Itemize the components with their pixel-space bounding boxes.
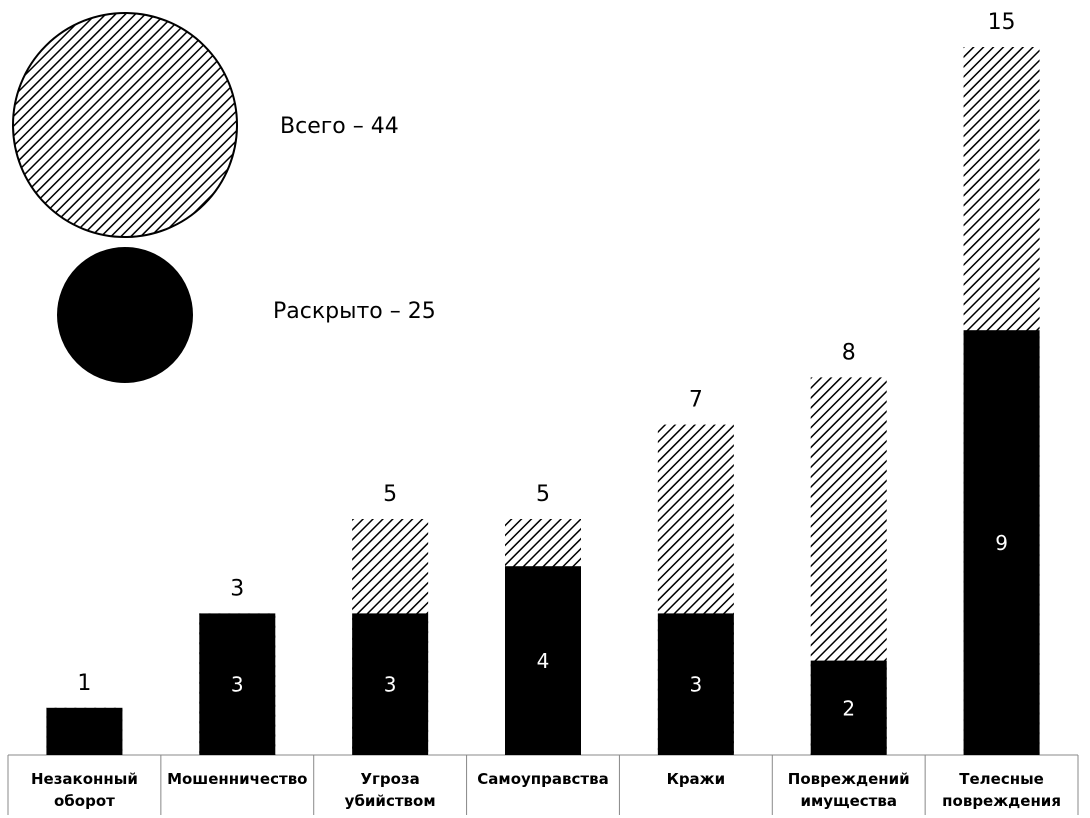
legend-swatch: [57, 247, 193, 383]
value-label: 3: [689, 673, 702, 697]
x-tick-label: Мошенничество: [167, 770, 308, 788]
bar: [657, 613, 734, 755]
bar: [46, 707, 123, 755]
value-label: 4: [537, 649, 550, 673]
x-tick-label: Повреждений имущества: [787, 770, 910, 810]
value-label: 2: [842, 696, 855, 720]
x-tick-label: Кражи: [666, 770, 726, 788]
bar: [199, 613, 276, 755]
bar: [810, 660, 887, 755]
bar: [352, 613, 429, 755]
total-label: 5: [536, 482, 550, 507]
total-label: 1: [77, 671, 91, 696]
x-tick-label: Незаконный оборот наркотиков: [30, 770, 138, 818]
legend-label: Всего – 44: [280, 114, 399, 139]
total-label: 15: [988, 10, 1016, 35]
legend-swatch: [12, 12, 238, 238]
legend-label: Раскрыто – 25: [273, 299, 436, 324]
total-label: 8: [842, 340, 856, 365]
x-tick-label: Самоуправства: [477, 770, 609, 788]
bar: [505, 566, 581, 755]
x-tick-label: Телесные повреждения: [942, 770, 1061, 810]
value-label: 9: [995, 531, 1008, 555]
total-label: 3: [230, 576, 244, 601]
total-label: 7: [689, 388, 703, 413]
bar: [963, 330, 1040, 755]
total-label: 5: [383, 482, 397, 507]
x-tick-label: Угроза убийством: [344, 770, 436, 810]
value-label: 3: [384, 673, 397, 697]
value-label: 3: [231, 673, 244, 697]
